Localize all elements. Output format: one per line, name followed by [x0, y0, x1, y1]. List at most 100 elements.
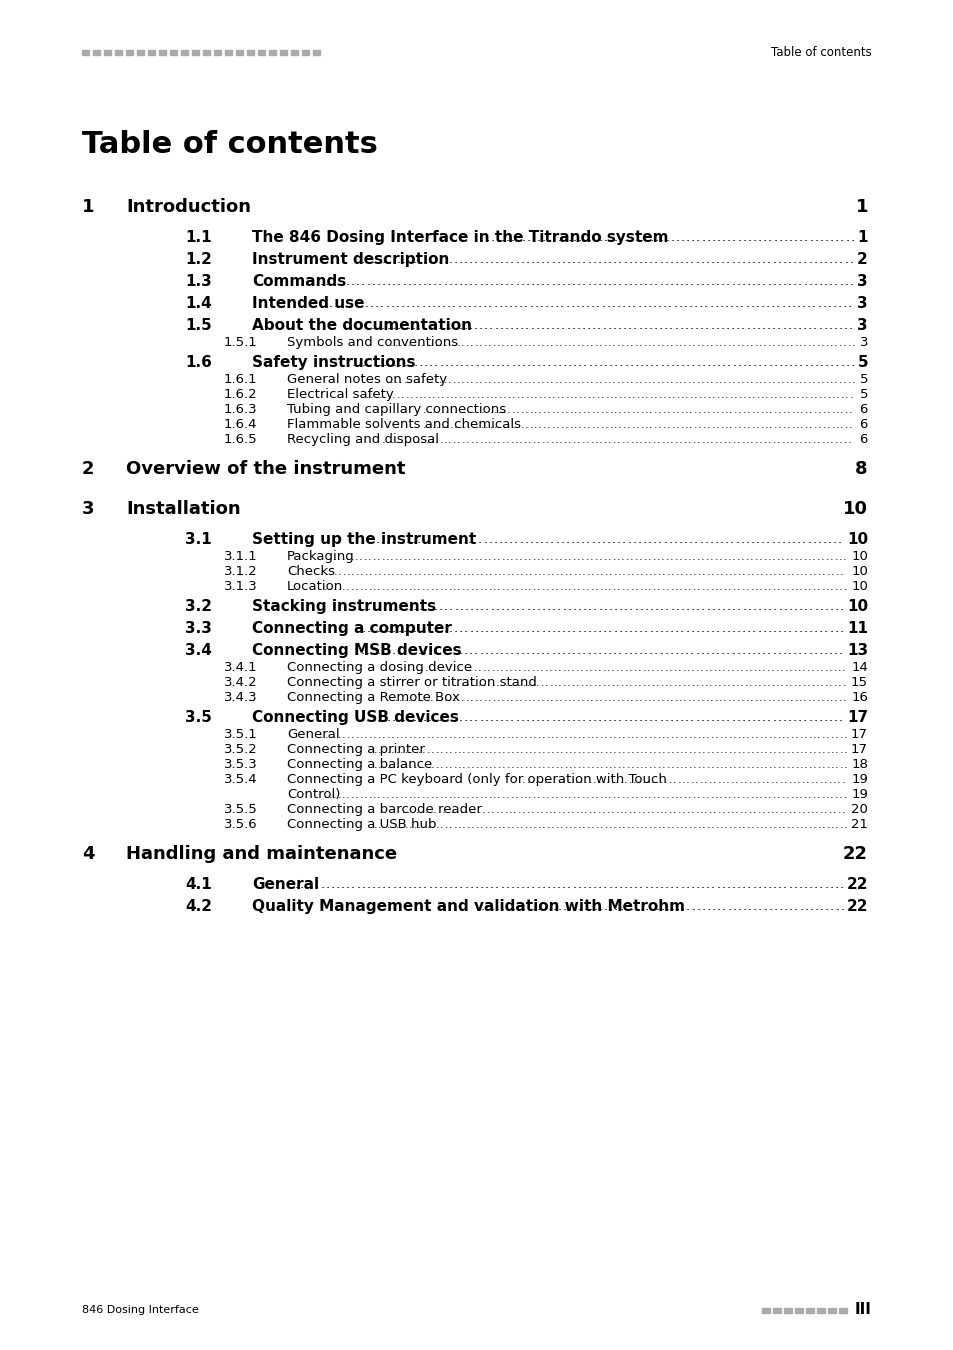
- Text: .: .: [708, 297, 713, 310]
- Text: .: .: [511, 356, 515, 369]
- Text: .: .: [367, 356, 371, 369]
- Text: .: .: [675, 405, 679, 414]
- Text: .: .: [821, 745, 824, 755]
- Text: .: .: [792, 711, 796, 724]
- Text: .: .: [478, 582, 482, 591]
- Text: .: .: [643, 729, 647, 740]
- Text: .: .: [772, 622, 776, 634]
- Text: .: .: [417, 644, 421, 657]
- Text: .: .: [550, 435, 554, 444]
- Text: .: .: [618, 254, 621, 266]
- Text: .: .: [639, 582, 642, 591]
- Text: .: .: [691, 900, 695, 913]
- Text: .: .: [776, 435, 780, 444]
- Text: .: .: [672, 775, 676, 784]
- Text: .: .: [412, 275, 416, 288]
- Text: .: .: [729, 297, 733, 310]
- Text: .: .: [737, 745, 740, 755]
- Text: .: .: [664, 622, 668, 634]
- Text: .: .: [470, 374, 474, 385]
- Text: .: .: [628, 663, 632, 672]
- Text: .: .: [498, 533, 502, 547]
- Text: .: .: [559, 567, 563, 576]
- Text: .: .: [692, 338, 695, 347]
- Text: .: .: [733, 567, 736, 576]
- Text: .: .: [777, 878, 781, 891]
- Text: .: .: [430, 790, 434, 799]
- Text: .: .: [675, 601, 679, 613]
- Text: .: .: [458, 390, 462, 400]
- Text: .: .: [697, 567, 700, 576]
- Text: .: .: [511, 420, 515, 429]
- Text: .: .: [421, 297, 425, 310]
- Text: .: .: [502, 390, 506, 400]
- Text: .: .: [688, 729, 691, 740]
- Text: .: .: [833, 338, 837, 347]
- Text: .: .: [576, 338, 579, 347]
- Text: .: .: [489, 319, 493, 332]
- Text: .: .: [549, 678, 553, 687]
- Text: .: .: [591, 319, 596, 332]
- Text: .: .: [766, 275, 771, 288]
- Text: .: .: [519, 729, 523, 740]
- Text: .: .: [793, 601, 797, 613]
- Text: .: .: [678, 678, 681, 687]
- Text: .: .: [715, 745, 719, 755]
- Text: .: .: [764, 405, 767, 414]
- Text: .: .: [487, 693, 491, 702]
- Text: .: .: [439, 819, 443, 830]
- Text: .: .: [598, 678, 601, 687]
- Text: .: .: [803, 231, 807, 244]
- Text: .: .: [717, 663, 720, 672]
- Text: .: .: [517, 663, 521, 672]
- Text: .: .: [531, 805, 534, 814]
- Text: .: .: [657, 760, 660, 770]
- Text: .: .: [720, 254, 724, 266]
- Text: .: .: [748, 678, 752, 687]
- Text: .: .: [695, 711, 699, 724]
- Text: .: .: [380, 319, 385, 332]
- Text: .: .: [371, 711, 375, 724]
- Text: .: .: [344, 297, 348, 310]
- Text: .: .: [839, 601, 843, 613]
- Text: .: .: [610, 775, 614, 784]
- Text: .: .: [776, 582, 780, 591]
- Text: .: .: [542, 390, 546, 400]
- Text: .: .: [403, 374, 407, 385]
- Text: .: .: [602, 622, 606, 634]
- Text: .: .: [824, 338, 828, 347]
- Text: .: .: [416, 552, 420, 562]
- Text: .: .: [646, 663, 650, 672]
- Text: .: .: [518, 552, 522, 562]
- Text: .: .: [833, 319, 837, 332]
- Text: .: .: [690, 805, 694, 814]
- Text: .: .: [792, 319, 796, 332]
- Text: .: .: [642, 533, 646, 547]
- Text: .: .: [648, 745, 652, 755]
- Text: .: .: [552, 900, 556, 913]
- Text: .: .: [345, 275, 350, 288]
- Text: .: .: [472, 390, 476, 400]
- Text: .: .: [381, 790, 385, 799]
- Text: .: .: [819, 805, 822, 814]
- Text: .: .: [700, 711, 703, 724]
- Text: .: .: [531, 678, 535, 687]
- Text: .: .: [680, 356, 684, 369]
- Text: .: .: [439, 582, 442, 591]
- Text: .: .: [613, 275, 617, 288]
- Text: .: .: [664, 356, 669, 369]
- Text: .: .: [328, 582, 332, 591]
- Text: .: .: [696, 552, 700, 562]
- Text: .: .: [471, 745, 475, 755]
- Text: .: .: [708, 663, 712, 672]
- Text: .: .: [593, 805, 597, 814]
- Text: .: .: [664, 878, 668, 891]
- Text: .: .: [715, 275, 720, 288]
- Text: .: .: [453, 275, 457, 288]
- Text: .: .: [731, 878, 735, 891]
- Text: .: .: [539, 775, 542, 784]
- Text: .: .: [536, 231, 540, 244]
- Text: .: .: [807, 275, 812, 288]
- Text: .: .: [695, 805, 699, 814]
- Text: 17: 17: [846, 710, 867, 725]
